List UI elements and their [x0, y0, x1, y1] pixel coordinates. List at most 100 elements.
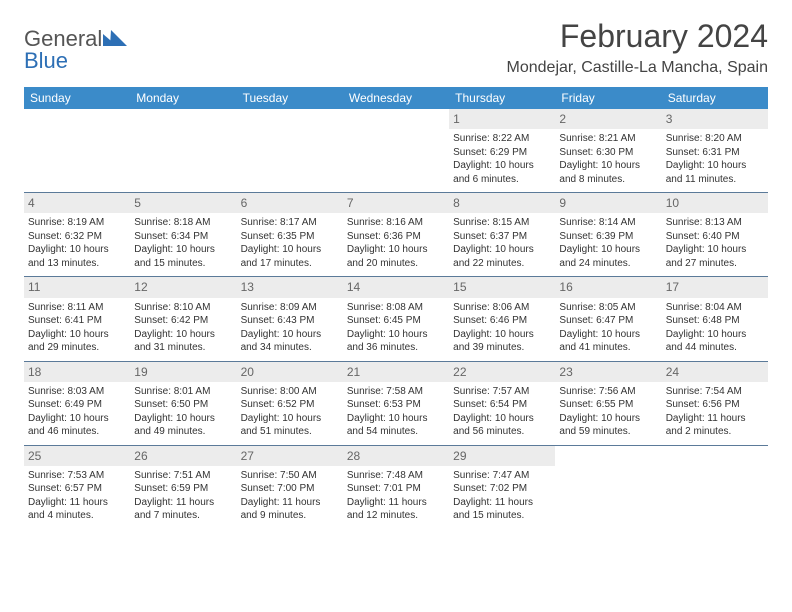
sunrise-text: Sunrise: 8:06 AM — [453, 301, 551, 315]
sunrise-text: Sunrise: 7:48 AM — [347, 469, 445, 483]
brand-triangle-icon — [103, 30, 127, 50]
sunset-text: Sunset: 6:45 PM — [347, 314, 445, 328]
daylight-text: Daylight: 11 hours and 2 minutes. — [666, 412, 764, 439]
calendar-cell: 25Sunrise: 7:53 AMSunset: 6:57 PMDayligh… — [24, 446, 130, 529]
calendar-cell: 19 Sunrise: 8:01 AMSunset: 6:50 PMDayligh… — [130, 362, 236, 446]
sunrise-text: Sunrise: 8:03 AM — [28, 385, 126, 399]
sunset-text: Sunset: 6:43 PM — [241, 314, 339, 328]
daylight-text: Daylight: 10 hours and 46 minutes. — [28, 412, 126, 439]
day-number: 21 — [343, 362, 449, 382]
calendar-cell: 5Sunrise: 8:18 AMSunset: 6:34 PMDaylight… — [130, 193, 236, 277]
calendar-cell: 23Sunrise: 7:56 AMSunset: 6:55 PMDayligh… — [555, 362, 661, 446]
sunrise-text: Sunrise: 8:16 AM — [347, 216, 445, 230]
calendar-cell: 6Sunrise: 8:17 AMSunset: 6:35 PMDaylight… — [237, 193, 343, 277]
day-number: 2 — [555, 109, 661, 129]
day-number: 4 — [24, 193, 130, 213]
sunset-text: Sunset: 6:49 PM — [28, 398, 126, 412]
day-number: 28 — [343, 446, 449, 466]
sunset-text: Sunset: 6:46 PM — [453, 314, 551, 328]
sunset-text: Sunset: 6:59 PM — [134, 482, 232, 496]
daylight-text: Daylight: 11 hours and 12 minutes. — [347, 496, 445, 523]
weekday-header: Saturday — [662, 87, 768, 109]
header-region: GeneralBlue February 2024 Mondejar, Cast… — [24, 18, 768, 77]
calendar-cell: 12Sunrise: 8:10 AMSunset: 6:42 PMDayligh… — [130, 277, 236, 361]
calendar-cell: 21Sunrise: 7:58 AMSunset: 6:53 PMDayligh… — [343, 362, 449, 446]
sunset-text: Sunset: 6:36 PM — [347, 230, 445, 244]
sunrise-text: Sunrise: 8:22 AM — [453, 132, 551, 146]
daylight-text: Daylight: 10 hours and 59 minutes. — [559, 412, 657, 439]
sunset-text: Sunset: 7:00 PM — [241, 482, 339, 496]
location-subtitle: Mondejar, Castille-La Mancha, Spain — [507, 59, 768, 77]
day-number: 11 — [24, 277, 130, 297]
daylight-text: Daylight: 10 hours and 56 minutes. — [453, 412, 551, 439]
calendar-cell — [237, 109, 343, 193]
sunset-text: Sunset: 6:53 PM — [347, 398, 445, 412]
sunrise-text: Sunrise: 7:53 AM — [28, 469, 126, 483]
calendar-cell: 18 Sunrise: 8:03 AMSunset: 6:49 PMDayligh… — [24, 362, 130, 446]
sunrise-text: Sunrise: 8:21 AM — [559, 132, 657, 146]
day-number: 15 — [449, 277, 555, 297]
weekday-header: Wednesday — [343, 87, 449, 109]
sunset-text: Sunset: 6:48 PM — [666, 314, 764, 328]
calendar-cell: 11Sunrise: 8:11 AMSunset: 6:41 PMDayligh… — [24, 277, 130, 361]
calendar-cell: 13 Sunrise: 8:09 AMSunset: 6:43 PMDayligh… — [237, 277, 343, 361]
sunset-text: Sunset: 6:30 PM — [559, 146, 657, 160]
calendar-cell: 29Sunrise: 7:47 AMSunset: 7:02 PMDayligh… — [449, 446, 555, 529]
sunrise-text: Sunrise: 8:09 AM — [241, 301, 339, 315]
daylight-text: Daylight: 10 hours and 11 minutes. — [666, 159, 764, 186]
sunset-text: Sunset: 6:50 PM — [134, 398, 232, 412]
sunset-text: Sunset: 7:01 PM — [347, 482, 445, 496]
day-number: 5 — [130, 193, 236, 213]
calendar-cell — [555, 446, 661, 529]
sunrise-text: Sunrise: 7:56 AM — [559, 385, 657, 399]
day-number: 22 — [449, 362, 555, 382]
sunrise-text: Sunrise: 7:50 AM — [241, 469, 339, 483]
daylight-text: Daylight: 10 hours and 34 minutes. — [241, 328, 339, 355]
sunset-text: Sunset: 6:39 PM — [559, 230, 657, 244]
calendar-cell — [662, 446, 768, 529]
calendar-cell: 3Sunrise: 8:20 AMSunset: 6:31 PMDaylight… — [662, 109, 768, 193]
day-number: 19 — [130, 362, 236, 382]
daylight-text: Daylight: 10 hours and 49 minutes. — [134, 412, 232, 439]
sunrise-text: Sunrise: 8:05 AM — [559, 301, 657, 315]
day-number: 12 — [130, 277, 236, 297]
daylight-text: Daylight: 10 hours and 27 minutes. — [666, 243, 764, 270]
daylight-text: Daylight: 10 hours and 8 minutes. — [559, 159, 657, 186]
sunrise-text: Sunrise: 8:19 AM — [28, 216, 126, 230]
daylight-text: Daylight: 10 hours and 51 minutes. — [241, 412, 339, 439]
calendar-cell: 28 Sunrise: 7:48 AMSunset: 7:01 PMDayligh… — [343, 446, 449, 529]
sunrise-text: Sunrise: 8:14 AM — [559, 216, 657, 230]
daylight-text: Daylight: 10 hours and 54 minutes. — [347, 412, 445, 439]
calendar-cell: 26Sunrise: 7:51 AMSunset: 6:59 PMDayligh… — [130, 446, 236, 529]
day-number: 1 — [449, 109, 555, 129]
daylight-text: Daylight: 11 hours and 15 minutes. — [453, 496, 551, 523]
calendar-cell: 17Sunrise: 8:04 AMSunset: 6:48 PMDayligh… — [662, 277, 768, 361]
weekday-header: Sunday — [24, 87, 130, 109]
day-number: 26 — [130, 446, 236, 466]
calendar-cell: 20Sunrise: 8:00 AMSunset: 6:52 PMDayligh… — [237, 362, 343, 446]
sunrise-text: Sunrise: 8:08 AM — [347, 301, 445, 315]
sunrise-text: Sunrise: 8:01 AM — [134, 385, 232, 399]
calendar-cell: 27 Sunrise: 7:50 AMSunset: 7:00 PMDayligh… — [237, 446, 343, 529]
day-number: 10 — [662, 193, 768, 213]
sunrise-text: Sunrise: 7:57 AM — [453, 385, 551, 399]
sunrise-text: Sunrise: 8:11 AM — [28, 301, 126, 315]
brand-text-blue: Blue — [24, 48, 129, 74]
daylight-text: Daylight: 10 hours and 17 minutes. — [241, 243, 339, 270]
day-number: 18 — [24, 362, 130, 382]
day-number: 13 — [237, 277, 343, 297]
day-number: 6 — [237, 193, 343, 213]
month-title: February 2024 — [507, 18, 768, 55]
title-block: February 2024 Mondejar, Castille-La Manc… — [507, 18, 768, 77]
daylight-text: Daylight: 11 hours and 4 minutes. — [28, 496, 126, 523]
day-number: 8 — [449, 193, 555, 213]
day-number: 27 — [237, 446, 343, 466]
sunset-text: Sunset: 6:34 PM — [134, 230, 232, 244]
sunset-text: Sunset: 6:55 PM — [559, 398, 657, 412]
daylight-text: Daylight: 10 hours and 24 minutes. — [559, 243, 657, 270]
daylight-text: Daylight: 10 hours and 6 minutes. — [453, 159, 551, 186]
daylight-text: Daylight: 11 hours and 9 minutes. — [241, 496, 339, 523]
calendar-cell — [343, 109, 449, 193]
sunrise-text: Sunrise: 7:54 AM — [666, 385, 764, 399]
sunset-text: Sunset: 6:31 PM — [666, 146, 764, 160]
